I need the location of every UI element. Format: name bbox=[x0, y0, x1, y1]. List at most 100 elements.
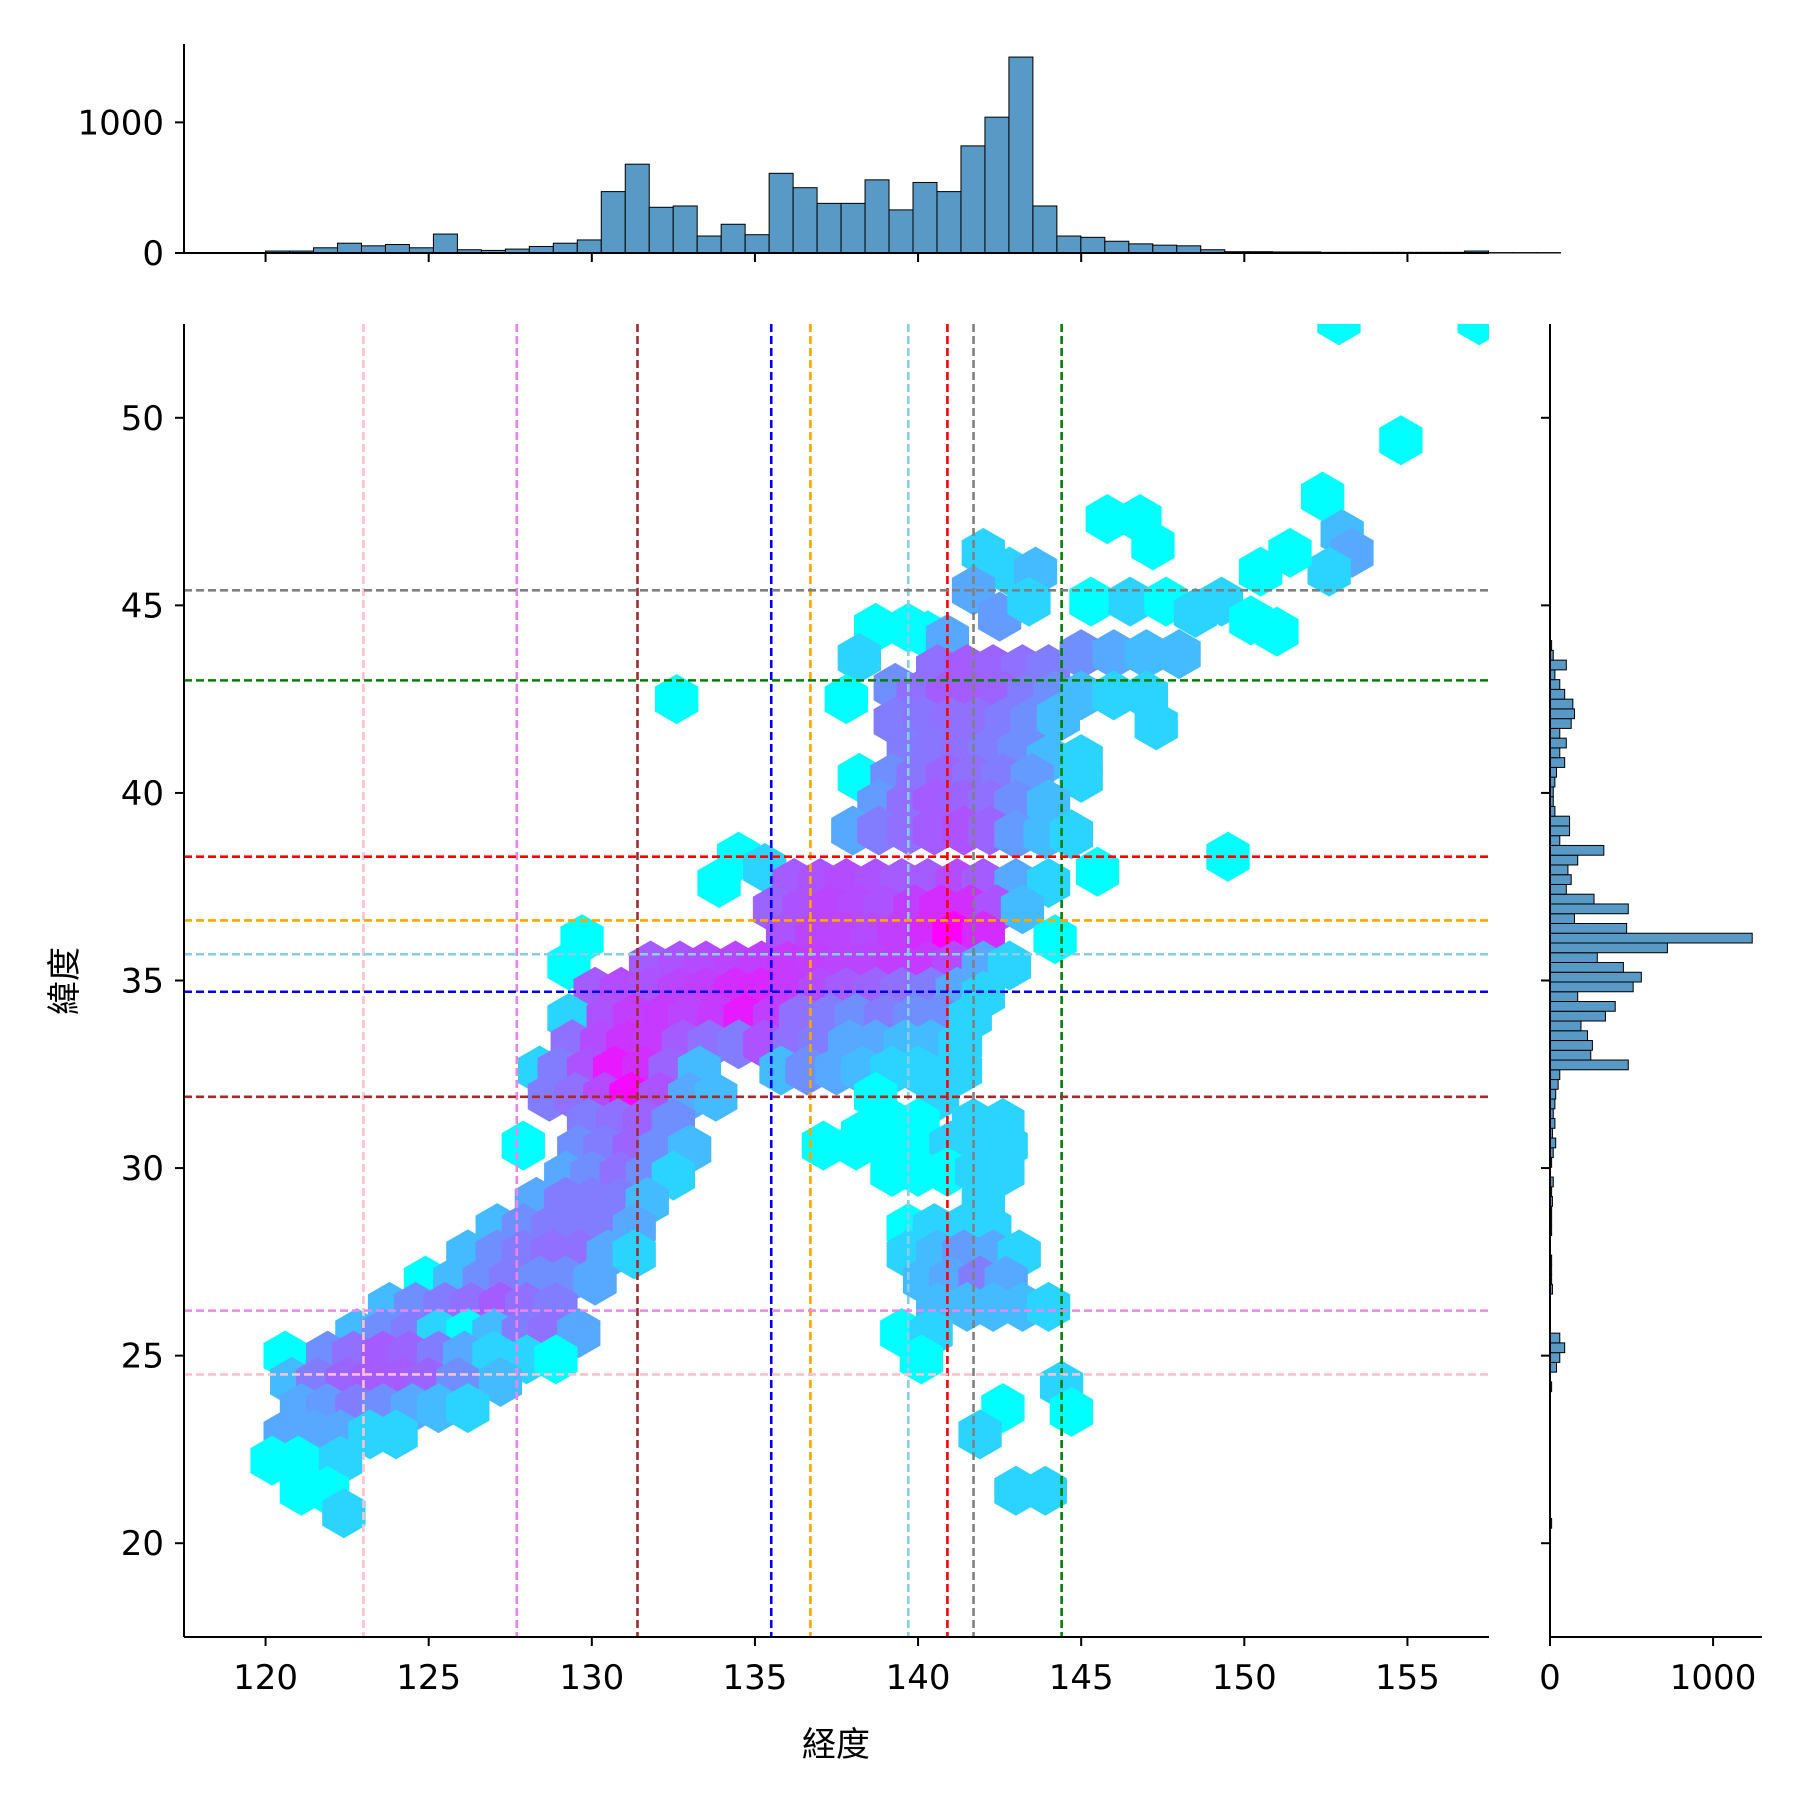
hex-cell bbox=[958, 1409, 1002, 1460]
right-histogram-bar bbox=[1549, 1001, 1616, 1012]
right-histogram-bar bbox=[1549, 679, 1561, 690]
right-histogram-bar bbox=[1549, 747, 1561, 759]
top-histogram-bar bbox=[960, 145, 986, 254]
hex-cell bbox=[1108, 576, 1152, 627]
right-histogram-bar bbox=[1549, 659, 1567, 671]
right-histogram-bar bbox=[1549, 737, 1567, 749]
hex-cell bbox=[322, 1488, 366, 1539]
right-histogram-bar bbox=[1549, 903, 1629, 915]
right-histogram-bar bbox=[1549, 883, 1567, 895]
right-histogram-bar bbox=[1549, 864, 1569, 876]
right-histogram-bars bbox=[1549, 640, 1753, 1529]
x-axis-label: 経度 bbox=[802, 1725, 870, 1765]
right-histogram-bar bbox=[1549, 932, 1753, 944]
hex-cell bbox=[478, 1356, 523, 1407]
hex-cell bbox=[1069, 576, 1113, 627]
hex-cell bbox=[1300, 471, 1345, 522]
right-histogram-bar bbox=[1549, 1079, 1559, 1090]
joint-plot: 120 125 130 135 140 145 150 155 20253035404550 … bbox=[45, 324, 1489, 1765]
top-histogram-bar bbox=[360, 245, 386, 254]
right-histogram-bar bbox=[1549, 1352, 1561, 1363]
right-marginal-histogram: 0 1000 bbox=[1539, 324, 1762, 1698]
right-histogram-bar bbox=[1549, 854, 1579, 866]
right-histogram-bar bbox=[1549, 1332, 1561, 1344]
hex-cell bbox=[374, 1409, 418, 1460]
top-histogram-bar bbox=[672, 205, 698, 254]
top-histogram-bar bbox=[1152, 244, 1178, 254]
right-histogram-bar bbox=[1549, 874, 1572, 885]
hex-cell bbox=[1457, 324, 1489, 346]
x-tick-label: 135 bbox=[722, 1658, 787, 1698]
right-histogram-bar bbox=[1549, 718, 1572, 729]
top-histogram-bar bbox=[648, 206, 674, 254]
right-histogram-bar bbox=[1549, 727, 1561, 739]
hex-cell bbox=[834, 1120, 878, 1171]
top-histogram-bar bbox=[337, 242, 362, 254]
right-histogram-bar bbox=[1549, 835, 1561, 846]
top-histogram-bar bbox=[792, 187, 818, 254]
x-tick-label: 140 bbox=[886, 1658, 951, 1698]
hex-cell bbox=[837, 632, 881, 683]
top-y-tick-label: 0 bbox=[142, 234, 164, 274]
x-tick-label: 125 bbox=[396, 1658, 461, 1698]
hex-cell bbox=[573, 1255, 617, 1306]
top-histogram-bar bbox=[1008, 56, 1034, 254]
y-tick-label: 20 bbox=[121, 1524, 164, 1564]
right-histogram-bar bbox=[1549, 757, 1566, 768]
hex-cell bbox=[1317, 324, 1361, 346]
top-histogram-bar bbox=[624, 163, 650, 254]
right-histogram-bar bbox=[1549, 913, 1575, 924]
x-tick-label: 150 bbox=[1212, 1658, 1277, 1698]
top-histogram-bar bbox=[864, 179, 890, 254]
hex-cell bbox=[1036, 692, 1081, 743]
right-histogram-bar bbox=[1549, 698, 1574, 710]
right-histogram-bar bbox=[1549, 825, 1571, 837]
hex-cell bbox=[446, 1383, 490, 1434]
right-histogram-bar bbox=[1549, 844, 1605, 856]
hex-cell bbox=[1131, 520, 1175, 571]
right-histogram-bar bbox=[1549, 942, 1668, 954]
top-histogram-bar bbox=[1176, 245, 1202, 254]
hex-cell bbox=[1000, 884, 1045, 935]
hex-cell bbox=[534, 1334, 578, 1385]
hex-cell bbox=[1238, 546, 1283, 597]
top-y-tick-label: 1000 bbox=[77, 103, 164, 143]
x-tick-label: 155 bbox=[1375, 1658, 1440, 1698]
hex-cell bbox=[899, 1334, 943, 1385]
reference-lines bbox=[184, 324, 1489, 1637]
top-histogram-bar bbox=[1056, 235, 1082, 254]
joint-x-ticks: 120 125 130 135 140 145 150 155 bbox=[233, 1637, 1440, 1698]
right-ticks: 0 1000 bbox=[1539, 416, 1756, 1698]
y-tick-label: 30 bbox=[121, 1149, 164, 1189]
y-tick-label: 25 bbox=[121, 1337, 164, 1377]
y-tick-label: 50 bbox=[121, 399, 164, 439]
right-histogram-bar bbox=[1549, 1010, 1606, 1022]
hex-cell bbox=[1157, 629, 1201, 680]
right-histogram-bar bbox=[1549, 952, 1598, 963]
right-histogram-bar bbox=[1549, 991, 1579, 1003]
right-histogram-bar bbox=[1549, 688, 1566, 700]
right-x-tick-label: 0 bbox=[1539, 1658, 1561, 1698]
hex-cell bbox=[1092, 629, 1136, 680]
top-histogram-bar bbox=[768, 172, 794, 254]
top-histogram-bar bbox=[552, 242, 578, 254]
right-histogram-bar bbox=[1549, 1030, 1589, 1042]
hex-cell bbox=[501, 1120, 545, 1171]
top-histogram-bar bbox=[720, 223, 746, 254]
hex-cell bbox=[1023, 1465, 1067, 1516]
top-histogram-bar bbox=[1128, 243, 1154, 254]
y-tick-label: 35 bbox=[121, 962, 164, 1002]
hex-cell bbox=[824, 674, 868, 725]
top-histogram-bar bbox=[744, 234, 770, 254]
right-histogram-bar bbox=[1549, 1059, 1629, 1071]
hex-cell bbox=[1124, 629, 1169, 680]
hex-cell bbox=[1085, 494, 1129, 545]
top-marginal-histogram: 0 1000 bbox=[77, 44, 1561, 274]
right-histogram-bar bbox=[1549, 1049, 1592, 1061]
right-histogram-bar bbox=[1549, 1020, 1582, 1032]
top-histogram-bar bbox=[816, 202, 842, 254]
top-histogram-bar bbox=[912, 181, 938, 254]
top-histogram-bar bbox=[600, 191, 626, 254]
top-histogram-bar bbox=[888, 209, 914, 254]
